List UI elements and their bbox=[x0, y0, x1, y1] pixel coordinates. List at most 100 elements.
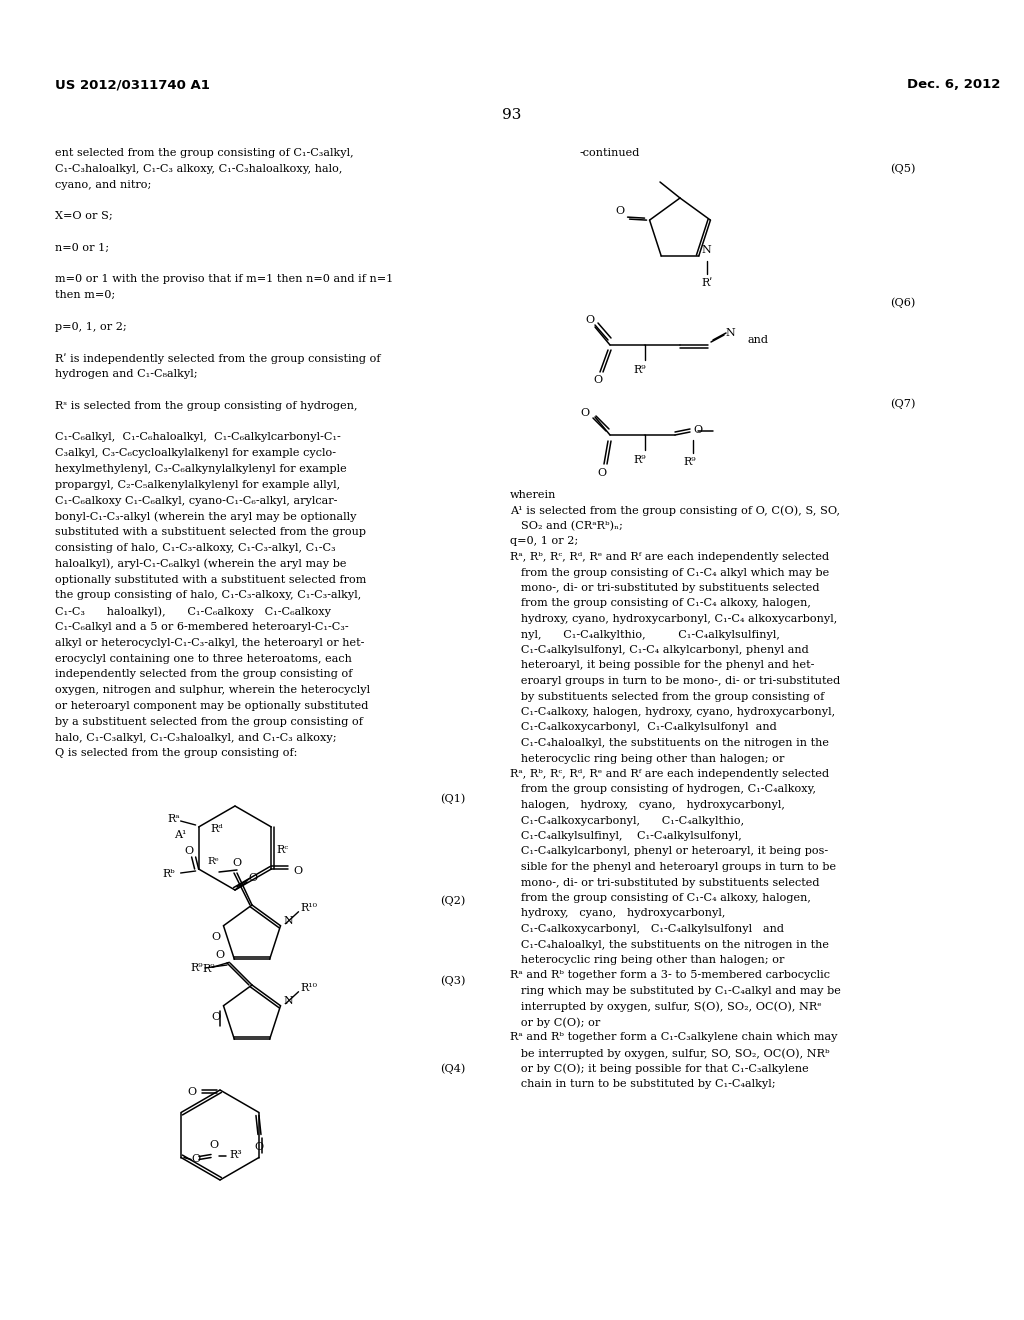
Text: R⁹: R⁹ bbox=[634, 455, 646, 465]
Text: (Q1): (Q1) bbox=[440, 793, 465, 804]
Text: erocyclyl containing one to three heteroatoms, each: erocyclyl containing one to three hetero… bbox=[55, 653, 352, 664]
Text: independently selected from the group consisting of: independently selected from the group co… bbox=[55, 669, 352, 680]
Text: from the group consisting of hydrogen, C₁-C₄alkoxy,: from the group consisting of hydrogen, C… bbox=[510, 784, 816, 795]
Text: O: O bbox=[215, 950, 224, 960]
Text: O: O bbox=[586, 315, 595, 325]
Text: R³: R³ bbox=[229, 1151, 242, 1160]
Text: R¹⁰: R¹⁰ bbox=[300, 903, 317, 912]
Text: Q is selected from the group consisting of:: Q is selected from the group consisting … bbox=[55, 748, 297, 759]
Text: mono-, di- or tri-substituted by substituents selected: mono-, di- or tri-substituted by substit… bbox=[510, 878, 819, 887]
Text: oxygen, nitrogen and sulphur, wherein the heterocyclyl: oxygen, nitrogen and sulphur, wherein th… bbox=[55, 685, 370, 696]
Text: haloalkyl), aryl-C₁-C₆alkyl (wherein the aryl may be: haloalkyl), aryl-C₁-C₆alkyl (wherein the… bbox=[55, 558, 346, 569]
Text: (Q7): (Q7) bbox=[890, 399, 915, 409]
Text: hydrogen and C₁-C₈alkyl;: hydrogen and C₁-C₈alkyl; bbox=[55, 370, 198, 379]
Text: O: O bbox=[293, 866, 302, 876]
Text: C₁-C₆alkyl and a 5 or 6-membered heteroaryl-C₁-C₃-: C₁-C₆alkyl and a 5 or 6-membered heteroa… bbox=[55, 622, 348, 632]
Text: by substituents selected from the group consisting of: by substituents selected from the group … bbox=[510, 692, 824, 701]
Text: Rᵃ and Rᵇ together form a C₁-C₃alkylene chain which may: Rᵃ and Rᵇ together form a C₁-C₃alkylene … bbox=[510, 1032, 838, 1043]
Text: eroaryl groups in turn to be mono-, di- or tri-substituted: eroaryl groups in turn to be mono-, di- … bbox=[510, 676, 841, 686]
Text: n=0 or 1;: n=0 or 1; bbox=[55, 243, 110, 253]
Text: C₁-C₄alkylsulfinyl,    C₁-C₄alkylsulfonyl,: C₁-C₄alkylsulfinyl, C₁-C₄alkylsulfonyl, bbox=[510, 832, 741, 841]
Text: 93: 93 bbox=[503, 108, 521, 121]
Text: (Q4): (Q4) bbox=[440, 1063, 465, 1073]
Text: N: N bbox=[284, 995, 293, 1006]
Text: R⁹: R⁹ bbox=[684, 457, 696, 467]
Text: or heteroaryl component may be optionally substituted: or heteroaryl component may be optionall… bbox=[55, 701, 369, 711]
Text: interrupted by oxygen, sulfur, S(O), SO₂, OC(O), NRᵉ: interrupted by oxygen, sulfur, S(O), SO₂… bbox=[510, 1002, 821, 1012]
Text: or by C(O); or: or by C(O); or bbox=[510, 1016, 600, 1027]
Text: hydroxy, cyano, hydroxycarbonyl, C₁-C₄ alkoxycarbonyl,: hydroxy, cyano, hydroxycarbonyl, C₁-C₄ a… bbox=[510, 614, 838, 624]
Text: heteroaryl, it being possible for the phenyl and het-: heteroaryl, it being possible for the ph… bbox=[510, 660, 814, 671]
Text: from the group consisting of C₁-C₄ alkoxy, halogen,: from the group consisting of C₁-C₄ alkox… bbox=[510, 894, 811, 903]
Text: (Q3): (Q3) bbox=[440, 975, 466, 986]
Text: O: O bbox=[615, 206, 625, 216]
Text: from the group consisting of C₁-C₄ alkoxy, halogen,: from the group consisting of C₁-C₄ alkox… bbox=[510, 598, 811, 609]
Text: -continued: -continued bbox=[580, 148, 640, 158]
Text: bonyl-C₁-C₃-alkyl (wherein the aryl may be optionally: bonyl-C₁-C₃-alkyl (wherein the aryl may … bbox=[55, 511, 356, 521]
Text: R⁹: R⁹ bbox=[203, 965, 215, 974]
Text: optionally substituted with a substituent selected from: optionally substituted with a substituen… bbox=[55, 574, 367, 585]
Text: C₁-C₄alkylcarbonyl, phenyl or heteroaryl, it being pos-: C₁-C₄alkylcarbonyl, phenyl or heteroaryl… bbox=[510, 846, 828, 857]
Text: the group consisting of halo, C₁-C₃-alkoxy, C₁-C₃-alkyl,: the group consisting of halo, C₁-C₃-alko… bbox=[55, 590, 361, 601]
Text: substituted with a substituent selected from the group: substituted with a substituent selected … bbox=[55, 527, 366, 537]
Text: O: O bbox=[594, 375, 602, 385]
Text: be interrupted by oxygen, sulfur, SO, SO₂, OC(O), NRᵇ: be interrupted by oxygen, sulfur, SO, SO… bbox=[510, 1048, 829, 1059]
Text: SO₂ and (CRᵃRᵇ)ₙ;: SO₂ and (CRᵃRᵇ)ₙ; bbox=[510, 521, 623, 532]
Text: ring which may be substituted by C₁-C₄alkyl and may be: ring which may be substituted by C₁-C₄al… bbox=[510, 986, 841, 997]
Text: C₁-C₃      haloalkyl),      C₁-C₆alkoxy   C₁-C₆alkoxy: C₁-C₃ haloalkyl), C₁-C₆alkoxy C₁-C₆alkox… bbox=[55, 606, 331, 616]
Text: C₁-C₄alkylsulfonyl, C₁-C₄ alkylcarbonyl, phenyl and: C₁-C₄alkylsulfonyl, C₁-C₄ alkylcarbonyl,… bbox=[510, 645, 809, 655]
Text: from the group consisting of C₁-C₄ alkyl which may be: from the group consisting of C₁-C₄ alkyl… bbox=[510, 568, 829, 578]
Text: N: N bbox=[701, 246, 712, 255]
Text: O: O bbox=[597, 469, 606, 478]
Text: cyano, and nitro;: cyano, and nitro; bbox=[55, 180, 152, 190]
Text: halo, C₁-C₃alkyl, C₁-C₃haloalkyl, and C₁-C₃ alkoxy;: halo, C₁-C₃alkyl, C₁-C₃haloalkyl, and C₁… bbox=[55, 733, 337, 743]
Text: heterocyclic ring being other than halogen; or: heterocyclic ring being other than halog… bbox=[510, 954, 784, 965]
Text: (Q2): (Q2) bbox=[440, 895, 465, 906]
Text: (Q5): (Q5) bbox=[890, 162, 915, 173]
Text: O: O bbox=[210, 1140, 218, 1151]
Text: O: O bbox=[581, 408, 590, 418]
Text: A¹: A¹ bbox=[174, 830, 186, 840]
Text: C₁-C₄alkoxycarbonyl,      C₁-C₄alkylthio,: C₁-C₄alkoxycarbonyl, C₁-C₄alkylthio, bbox=[510, 816, 744, 825]
Text: O: O bbox=[211, 1011, 220, 1022]
Text: Rᶜ: Rᶜ bbox=[276, 845, 289, 855]
Text: R¹⁰: R¹⁰ bbox=[300, 982, 317, 993]
Text: C₃alkyl, C₃-C₆cycloalkylalkenyl for example cyclo-: C₃alkyl, C₃-C₆cycloalkylalkenyl for exam… bbox=[55, 449, 336, 458]
Text: p=0, 1, or 2;: p=0, 1, or 2; bbox=[55, 322, 127, 331]
Text: US 2012/0311740 A1: US 2012/0311740 A1 bbox=[55, 78, 210, 91]
Text: Rᵇ: Rᵇ bbox=[163, 869, 175, 879]
Text: O: O bbox=[191, 1155, 201, 1164]
Text: O: O bbox=[184, 846, 194, 855]
Text: wherein: wherein bbox=[510, 490, 556, 500]
Text: propargyl, C₂-C₅alkenylalkylenyl for example allyl,: propargyl, C₂-C₅alkenylalkylenyl for exa… bbox=[55, 479, 340, 490]
Text: N: N bbox=[725, 327, 735, 338]
Text: C₁-C₆alkyl,  C₁-C₆haloalkyl,  C₁-C₆alkylcarbonyl-C₁-: C₁-C₆alkyl, C₁-C₆haloalkyl, C₁-C₆alkylca… bbox=[55, 433, 341, 442]
Text: or by C(O); it being possible for that C₁-C₃alkylene: or by C(O); it being possible for that C… bbox=[510, 1064, 809, 1074]
Text: R⁹: R⁹ bbox=[634, 366, 646, 375]
Text: hydroxy,   cyano,   hydroxycarbonyl,: hydroxy, cyano, hydroxycarbonyl, bbox=[510, 908, 725, 919]
Text: C₁-C₆alkoxy C₁-C₆alkyl, cyano-C₁-C₆-alkyl, arylcar-: C₁-C₆alkoxy C₁-C₆alkyl, cyano-C₁-C₆-alky… bbox=[55, 495, 337, 506]
Text: mono-, di- or tri-substituted by substituents selected: mono-, di- or tri-substituted by substit… bbox=[510, 583, 819, 593]
Text: sible for the phenyl and heteroaryl groups in turn to be: sible for the phenyl and heteroaryl grou… bbox=[510, 862, 837, 873]
Text: C₁-C₄alkoxycarbonyl,  C₁-C₄alkylsulfonyl  and: C₁-C₄alkoxycarbonyl, C₁-C₄alkylsulfonyl … bbox=[510, 722, 777, 733]
Text: Rᵈ: Rᵈ bbox=[210, 824, 223, 834]
Text: by a substituent selected from the group consisting of: by a substituent selected from the group… bbox=[55, 717, 362, 727]
Text: consisting of halo, C₁-C₃-alkoxy, C₁-C₃-alkyl, C₁-C₃: consisting of halo, C₁-C₃-alkoxy, C₁-C₃-… bbox=[55, 543, 336, 553]
Text: nyl,      C₁-C₄alkylthio,         C₁-C₄alkylsulfinyl,: nyl, C₁-C₄alkylthio, C₁-C₄alkylsulfinyl, bbox=[510, 630, 780, 639]
Text: Rᵃ: Rᵃ bbox=[167, 814, 180, 824]
Text: O: O bbox=[187, 1086, 197, 1097]
Text: Rᵃ, Rᵇ, Rᶜ, Rᵈ, Rᵉ and Rᶠ are each independently selected: Rᵃ, Rᵇ, Rᶜ, Rᵈ, Rᵉ and Rᶠ are each indep… bbox=[510, 770, 829, 779]
Text: (Q6): (Q6) bbox=[890, 297, 915, 308]
Text: R⁹: R⁹ bbox=[190, 964, 203, 973]
Text: and: and bbox=[748, 335, 769, 345]
Text: O: O bbox=[254, 1142, 263, 1151]
Text: alkyl or heterocyclyl-C₁-C₃-alkyl, the heteroaryl or het-: alkyl or heterocyclyl-C₁-C₃-alkyl, the h… bbox=[55, 638, 365, 648]
Text: q=0, 1 or 2;: q=0, 1 or 2; bbox=[510, 536, 579, 546]
Text: then m=0;: then m=0; bbox=[55, 290, 116, 300]
Text: Rʹ: Rʹ bbox=[701, 279, 713, 288]
Text: Rʹ is independently selected from the group consisting of: Rʹ is independently selected from the gr… bbox=[55, 354, 381, 364]
Text: m=0 or 1 with the proviso that if m=1 then n=0 and if n=1: m=0 or 1 with the proviso that if m=1 th… bbox=[55, 275, 393, 284]
Text: Dec. 6, 2012: Dec. 6, 2012 bbox=[906, 78, 1000, 91]
Text: Rᵃ, Rᵇ, Rᶜ, Rᵈ, Rᵉ and Rᶠ are each independently selected: Rᵃ, Rᵇ, Rᶜ, Rᵈ, Rᵉ and Rᶠ are each indep… bbox=[510, 552, 829, 562]
Text: A¹ is selected from the group consisting of O, C(O), S, SO,: A¹ is selected from the group consisting… bbox=[510, 506, 840, 516]
